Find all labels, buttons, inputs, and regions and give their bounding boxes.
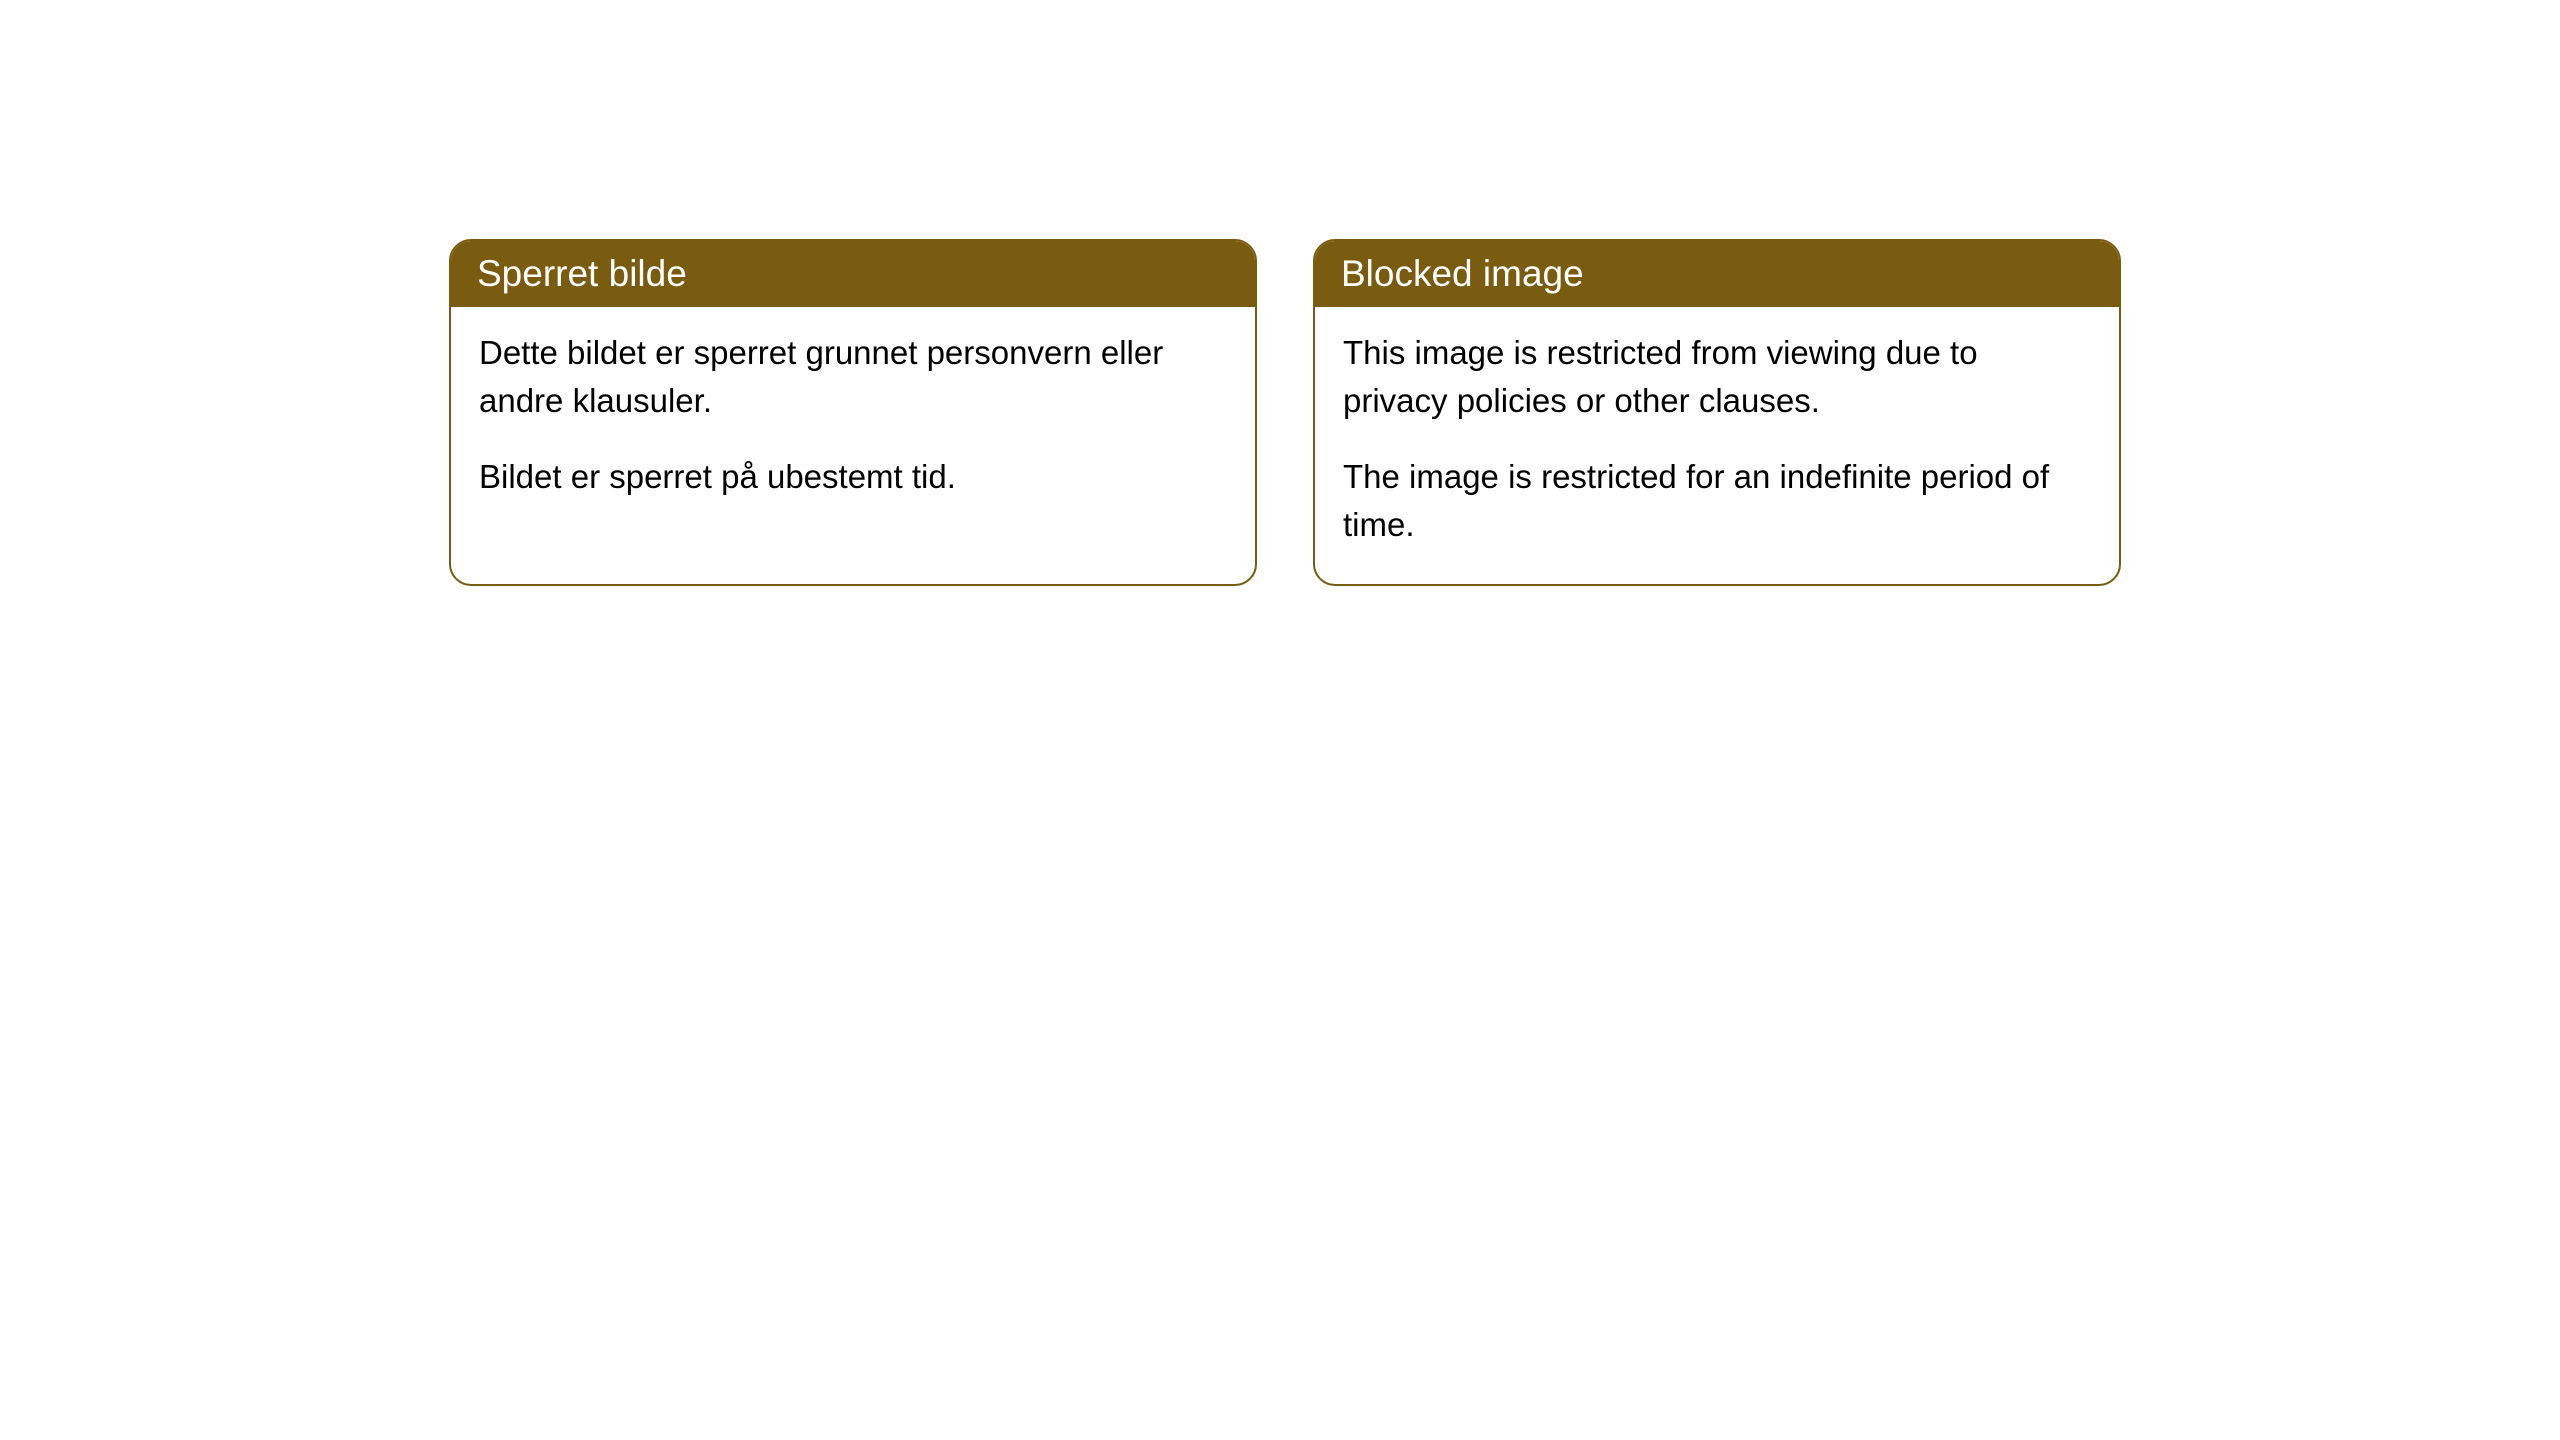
notice-cards-container: Sperret bilde Dette bildet er sperret gr… bbox=[449, 239, 2121, 586]
card-header: Sperret bilde bbox=[451, 241, 1255, 307]
blocked-image-card-english: Blocked image This image is restricted f… bbox=[1313, 239, 2121, 586]
card-body: This image is restricted from viewing du… bbox=[1315, 307, 2119, 584]
notice-text-duration: The image is restricted for an indefinit… bbox=[1343, 453, 2091, 549]
card-header: Blocked image bbox=[1315, 241, 2119, 307]
notice-text-reason: Dette bildet er sperret grunnet personve… bbox=[479, 329, 1227, 425]
blocked-image-card-norwegian: Sperret bilde Dette bildet er sperret gr… bbox=[449, 239, 1257, 586]
card-body: Dette bildet er sperret grunnet personve… bbox=[451, 307, 1255, 537]
notice-text-reason: This image is restricted from viewing du… bbox=[1343, 329, 2091, 425]
notice-text-duration: Bildet er sperret på ubestemt tid. bbox=[479, 453, 1227, 501]
